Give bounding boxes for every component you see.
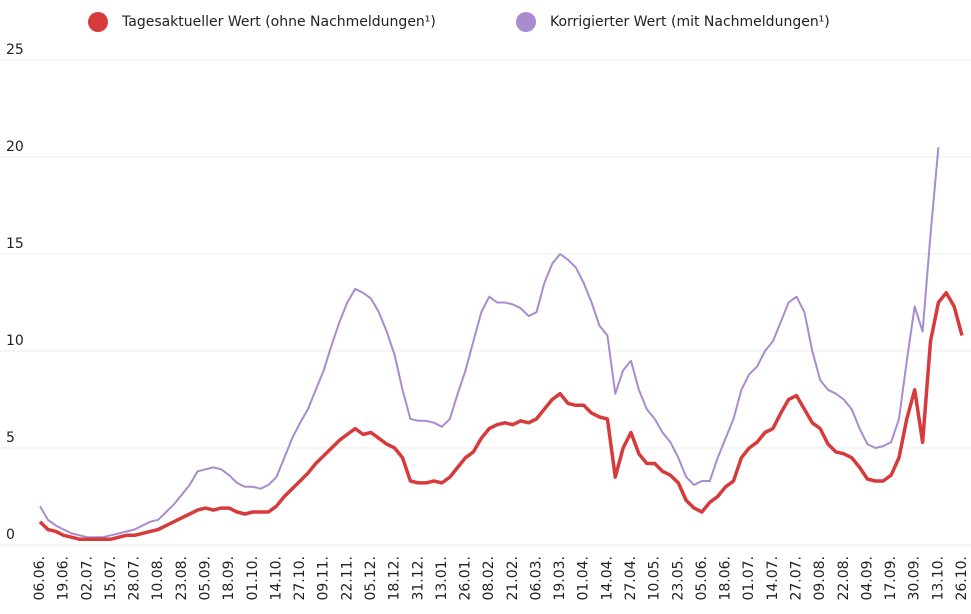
x-tick-label: 19.06. bbox=[56, 556, 72, 601]
y-tick-label: 0 bbox=[6, 527, 15, 543]
x-tick-label: 21.02. bbox=[505, 556, 521, 601]
x-tick-label: 02.07. bbox=[79, 556, 95, 601]
x-tick-label: 18.06. bbox=[718, 556, 734, 601]
series-line bbox=[39, 147, 940, 539]
x-tick-label: 28.07. bbox=[127, 556, 143, 601]
x-tick-label: 13.10. bbox=[930, 556, 946, 601]
x-tick-label: 01.07. bbox=[741, 556, 757, 601]
x-tick-label: 27.04. bbox=[623, 556, 639, 601]
x-tick-label: 18.09. bbox=[221, 556, 237, 601]
legend-label: Tagesaktueller Wert (ohne Nachmeldungen¹… bbox=[121, 14, 436, 30]
x-tick-label: 18.12. bbox=[387, 556, 403, 601]
x-tick-label: 22.08. bbox=[836, 556, 852, 601]
x-tick-label: 22.11. bbox=[339, 556, 355, 601]
series-line bbox=[38, 291, 964, 541]
x-tick-label: 14.07. bbox=[765, 556, 781, 601]
x-tick-label: 05.09. bbox=[197, 556, 213, 601]
x-tick-label: 26.01. bbox=[458, 556, 474, 601]
legend: Tagesaktueller Wert (ohne Nachmeldungen¹… bbox=[88, 12, 830, 32]
x-tick-label: 10.08. bbox=[150, 556, 166, 601]
x-tick-label: 01.04. bbox=[576, 556, 592, 601]
x-tick-label: 06.06. bbox=[32, 556, 48, 601]
x-tick-label: 04.09. bbox=[859, 556, 875, 601]
x-tick-label: 23.05. bbox=[670, 556, 686, 601]
x-tick-label: 30.09. bbox=[907, 556, 923, 601]
x-tick-label: 19.03. bbox=[552, 556, 568, 601]
x-tick-label: 17.09. bbox=[883, 556, 899, 601]
y-tick-label: 10 bbox=[6, 333, 24, 349]
x-tick-label: 05.06. bbox=[694, 556, 710, 601]
legend-swatch bbox=[516, 12, 536, 32]
x-tick-label: 15.07. bbox=[103, 556, 119, 601]
legend-label: Korrigierter Wert (mit Nachmeldungen¹) bbox=[550, 14, 830, 30]
x-tick-label: 14.10. bbox=[268, 556, 284, 601]
x-tick-label: 08.02. bbox=[481, 556, 497, 601]
x-tick-label: 14.04. bbox=[599, 556, 615, 601]
y-tick-label: 25 bbox=[6, 42, 24, 58]
x-tick-label: 13.01. bbox=[434, 556, 450, 601]
y-tick-label: 5 bbox=[6, 430, 15, 446]
x-tick-label: 27.10. bbox=[292, 556, 308, 601]
legend-swatch bbox=[88, 12, 108, 32]
y-tick-label: 20 bbox=[6, 139, 24, 155]
x-tick-label: 06.03. bbox=[528, 556, 544, 601]
x-tick-label: 27.07. bbox=[789, 556, 805, 601]
x-tick-label: 09.08. bbox=[812, 556, 828, 601]
x-tick-label: 09.11. bbox=[316, 556, 332, 601]
x-tick-label: 01.10. bbox=[245, 556, 261, 601]
x-tick-label: 23.08. bbox=[174, 556, 190, 601]
x-tick-label: 05.12. bbox=[363, 556, 379, 601]
x-tick-label: 31.12. bbox=[410, 556, 426, 601]
y-tick-label: 15 bbox=[6, 236, 24, 252]
x-tick-label: 26.10. bbox=[954, 556, 970, 601]
x-tick-label: 10.05. bbox=[647, 556, 663, 601]
